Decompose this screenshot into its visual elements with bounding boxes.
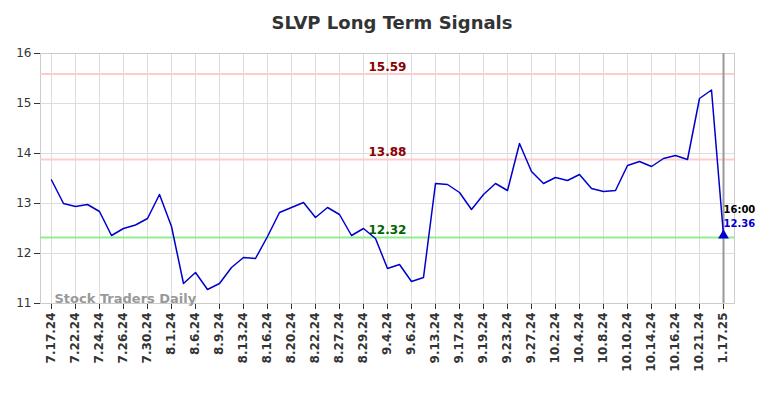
svg-text:8.27.24: 8.27.24 <box>332 313 346 364</box>
svg-text:16: 16 <box>16 46 31 60</box>
svg-text:9.23.24: 9.23.24 <box>500 313 514 364</box>
svg-text:8.6.24: 8.6.24 <box>188 313 202 356</box>
svg-text:12.36: 12.36 <box>724 218 756 229</box>
svg-text:9.19.24: 9.19.24 <box>476 313 490 364</box>
svg-text:8.1.24: 8.1.24 <box>164 313 178 356</box>
svg-text:10.8.24: 10.8.24 <box>596 313 610 364</box>
svg-text:9.13.24: 9.13.24 <box>428 313 442 364</box>
html-text:SLVP Long Term Signals: SLVP Long Term Signals <box>271 12 513 33</box>
svg-text:15.59: 15.59 <box>369 60 407 74</box>
svg-text:10.21.24: 10.21.24 <box>692 313 706 372</box>
svg-text:8.22.24: 8.22.24 <box>308 313 322 364</box>
svg-text:9.17.24: 9.17.24 <box>452 313 466 364</box>
svg-text:1.17.25: 1.17.25 <box>716 313 730 364</box>
svg-text:8.9.24: 8.9.24 <box>212 313 226 356</box>
svg-text:11: 11 <box>16 296 31 310</box>
svg-text:8.13.24: 8.13.24 <box>236 313 250 364</box>
svg-text:14: 14 <box>16 146 31 160</box>
svg-text:7.26.24: 7.26.24 <box>116 313 130 364</box>
svg-text:15: 15 <box>16 96 31 110</box>
svg-text:12: 12 <box>16 246 31 260</box>
svg-text:8.29.24: 8.29.24 <box>356 313 370 364</box>
svg-text:10.16.24: 10.16.24 <box>668 313 682 372</box>
svg-text:8.16.24: 8.16.24 <box>260 313 274 364</box>
svg-text:7.24.24: 7.24.24 <box>92 313 106 364</box>
svg-text:10.14.24: 10.14.24 <box>644 313 658 372</box>
svg-text:10.10.24: 10.10.24 <box>620 313 634 372</box>
svg-text:10.4.24: 10.4.24 <box>572 313 586 364</box>
svg-text:12.32: 12.32 <box>369 223 407 237</box>
svg-text:9.4.24: 9.4.24 <box>380 313 394 356</box>
svg-text:Stock Traders Daily: Stock Traders Daily <box>55 291 197 306</box>
svg-text:10.2.24: 10.2.24 <box>548 313 562 364</box>
svg-text:16:00: 16:00 <box>724 204 756 215</box>
svg-text:7.17.24: 7.17.24 <box>44 313 58 364</box>
svg-text:13.88: 13.88 <box>369 145 407 159</box>
svg-text:7.22.24: 7.22.24 <box>68 313 82 364</box>
svg-text:9.6.24: 9.6.24 <box>404 313 418 356</box>
svg-text:7.30.24: 7.30.24 <box>140 313 154 364</box>
svg-text:8.20.24: 8.20.24 <box>284 313 298 364</box>
svg-text:9.27.24: 9.27.24 <box>524 313 538 364</box>
svg-text:13: 13 <box>16 196 31 210</box>
